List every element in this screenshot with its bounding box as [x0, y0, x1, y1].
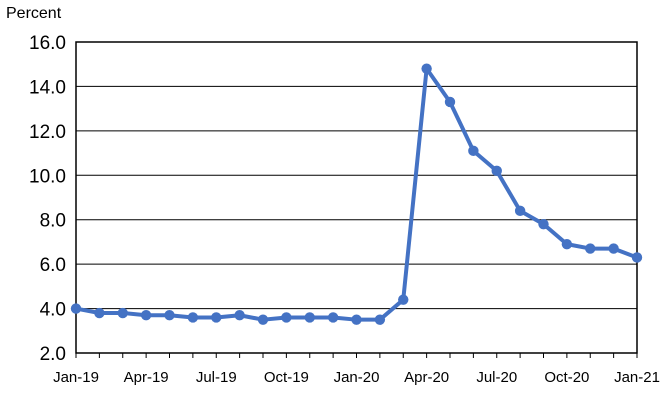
data-point [398, 294, 409, 305]
series-line [75, 66, 638, 322]
plot-area [75, 41, 638, 354]
y-tick-label: 14.0 [29, 77, 66, 98]
data-point [608, 243, 619, 254]
gridlines [76, 85, 637, 310]
y-tick-label: 16.0 [29, 33, 66, 54]
y-tick-label: 4.0 [40, 300, 66, 321]
data-point [374, 314, 386, 325]
data-point [140, 310, 152, 321]
x-tick-label: Oct-19 [264, 369, 309, 386]
data-point [304, 312, 315, 323]
series-group [70, 63, 643, 325]
data-point [234, 310, 245, 321]
x-tick-label: Apr-20 [404, 369, 449, 386]
data-point [468, 145, 479, 157]
data-point [514, 205, 526, 217]
x-axis: Jan-19 Apr-19 Jul-19 Oct-19 Jan-20 Apr-20 Jul-… [53, 353, 660, 386]
data-point [257, 314, 269, 325]
y-tick-label: 12.0 [29, 122, 66, 143]
x-tick-label: Jan-21 [614, 369, 660, 386]
y-axis: 2.0 4.0 6.0 8.0 10.0 12.0 14.0 16.0 [29, 33, 66, 365]
data-point [117, 307, 128, 319]
x-tick-label: Jul-20 [476, 369, 517, 386]
data-point [94, 307, 105, 319]
data-point [444, 96, 456, 108]
y-axis-label: Percent [6, 5, 62, 22]
data-point [211, 312, 222, 323]
data-point [281, 312, 292, 323]
x-tick-label: Apr-19 [124, 369, 169, 386]
x-tick-label: Jan-19 [53, 369, 99, 386]
x-tick-label: Jan-20 [334, 369, 380, 386]
data-point [327, 312, 339, 323]
data-point [70, 303, 82, 314]
y-tick-label: 2.0 [40, 344, 66, 365]
y-tick-label: 10.0 [29, 166, 66, 187]
data-point [561, 238, 573, 250]
data-point [351, 314, 362, 325]
y-tick-label: 6.0 [40, 255, 66, 276]
y-tick-label: 8.0 [40, 211, 66, 232]
data-point [491, 165, 502, 177]
data-point [421, 63, 432, 74]
data-point [585, 243, 596, 254]
data-point [164, 310, 175, 321]
data-point [538, 218, 549, 230]
data-point [187, 312, 199, 323]
x-tick-label: Oct-20 [544, 369, 589, 386]
x-tick-label: Jul-19 [196, 369, 237, 386]
data-point [631, 252, 643, 263]
